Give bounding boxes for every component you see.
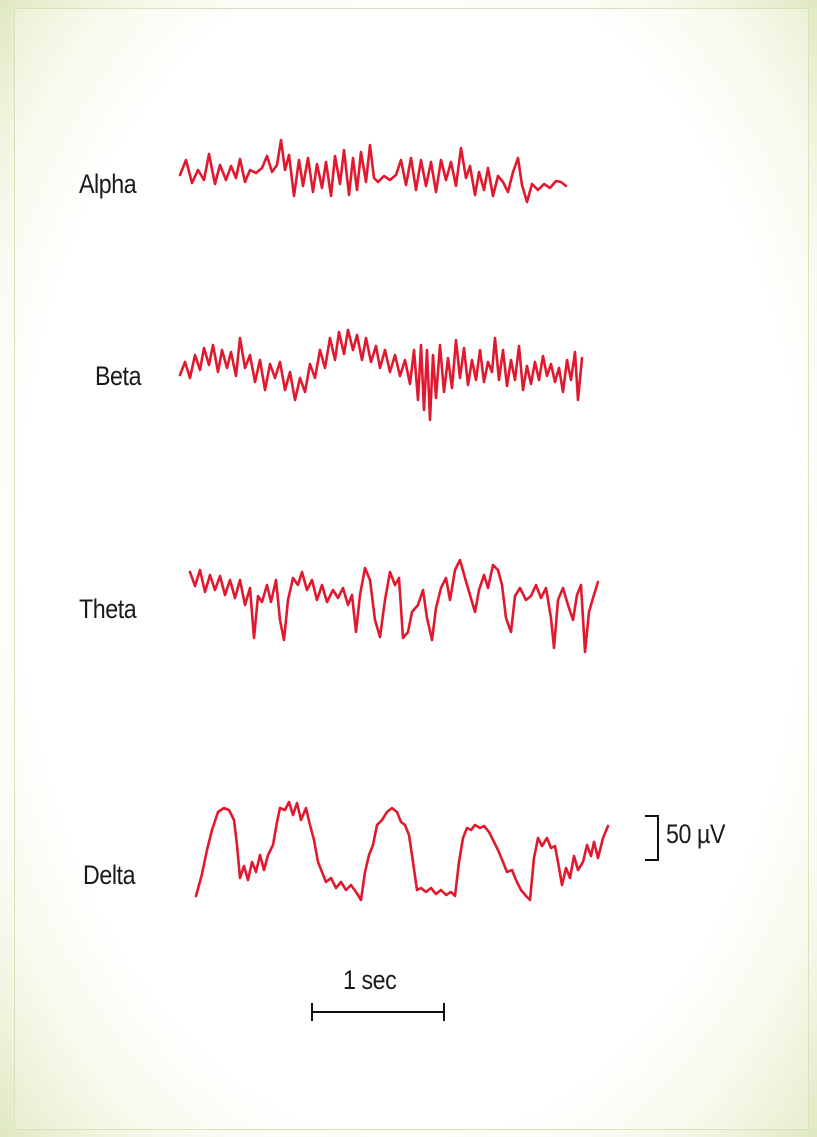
time-scale-label: 1 sec <box>343 965 397 995</box>
figure-panel <box>14 8 809 1130</box>
amplitude-scale-bracket <box>645 815 659 861</box>
alpha-wave <box>178 138 568 204</box>
theta-wave <box>188 558 600 654</box>
label-delta: Delta <box>83 860 136 890</box>
label-alpha: Alpha <box>79 169 137 199</box>
delta-wave <box>194 800 610 902</box>
amplitude-scale-label: 50 µV <box>666 819 726 849</box>
label-beta: Beta <box>95 361 142 391</box>
label-theta: Theta <box>79 594 137 624</box>
beta-wave <box>178 328 584 422</box>
